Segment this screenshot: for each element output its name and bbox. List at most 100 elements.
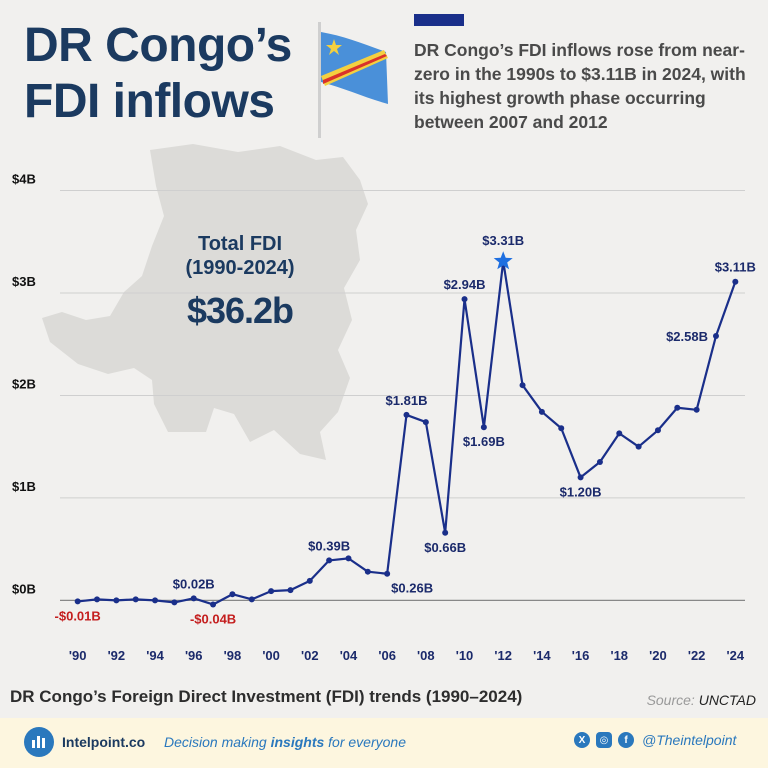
data-point [268, 588, 275, 595]
data-point [538, 408, 545, 415]
social-links: X ◎ f @Theintelpoint [574, 732, 736, 748]
data-point [152, 597, 159, 604]
data-point [171, 599, 178, 606]
x-tick-label: '24 [727, 648, 745, 663]
instagram-icon[interactable]: ◎ [596, 732, 612, 748]
x-tick-label: '00 [262, 648, 280, 663]
total-fdi-panel: Total FDI (1990-2024) $36.2b [160, 232, 320, 332]
fdi-line-chart: $0B $1B $2B $3B $4B '90 '92 '94 '96 '98 '00 '02 '04 '… [12, 171, 756, 663]
data-point [210, 601, 217, 608]
data-point [345, 555, 352, 562]
data-label: $1.69B [463, 434, 505, 449]
data-point [558, 425, 565, 432]
x-tick-label: '02 [301, 648, 319, 663]
y-tick-label: $2B [12, 376, 36, 391]
subtitle: DR Congo’s FDI inflows rose from near-ze… [414, 40, 746, 132]
data-point [306, 577, 313, 584]
data-point [248, 596, 255, 603]
accent-bar [414, 14, 464, 26]
source-value: UNCTAD [698, 692, 756, 708]
data-label: $0.39B [308, 538, 350, 553]
data-label: -$0.01B [55, 608, 101, 623]
total-label-line-2: (1990-2024) [185, 257, 295, 279]
series-line [77, 260, 737, 606]
data-label: -$0.04B [190, 611, 236, 626]
x-tick-label: '96 [185, 648, 203, 663]
x-icon[interactable]: X [574, 732, 590, 748]
data-label: $2.94B [444, 277, 486, 292]
data-point [364, 568, 371, 575]
y-tick-label: $3B [12, 274, 36, 289]
data-point [132, 596, 139, 603]
x-tick-label: '10 [456, 648, 474, 663]
x-tick-label: '94 [146, 648, 164, 663]
x-tick-label: '92 [108, 648, 126, 663]
footer-bar: Intelpoint.co Decision making insights f… [0, 718, 768, 768]
data-point [422, 419, 429, 426]
tagline-pre: Decision making [164, 734, 271, 750]
data-point [403, 411, 410, 418]
source-note: Source: UNCTAD [647, 692, 756, 708]
data-label: $0.02B [173, 576, 215, 591]
data-point [519, 382, 526, 389]
data-label: $0.26B [391, 581, 433, 596]
y-tick-label: $0B [12, 581, 36, 596]
data-point [74, 598, 81, 605]
data-point [693, 406, 700, 413]
x-tick-label: '90 [69, 648, 87, 663]
total-fdi-value: $36.2b [186, 290, 294, 331]
title-line-1: DR Congo’s [24, 19, 292, 72]
social-handle[interactable]: @Theintelpoint [642, 732, 737, 748]
title-line-2: FDI inflows [24, 75, 275, 128]
data-label: $1.20B [560, 484, 602, 499]
dr-congo-flag-icon [318, 22, 388, 138]
data-point [635, 443, 642, 450]
data-point [577, 474, 584, 481]
data-label: $3.31B [482, 233, 524, 248]
x-tick-label: '22 [688, 648, 706, 663]
x-tick-label: '18 [610, 648, 628, 663]
x-tick-label: '12 [494, 648, 512, 663]
source-label: Source: [646, 692, 695, 708]
x-tick-label: '04 [340, 648, 358, 663]
data-label: $1.81B [386, 393, 428, 408]
data-point [190, 595, 197, 602]
x-tick-label: '14 [533, 648, 551, 663]
tagline: Decision making insights for everyone [164, 734, 406, 750]
data-label: $3.11B [715, 260, 756, 275]
tagline-post: for everyone [324, 734, 406, 750]
data-point [616, 430, 623, 437]
peak-star-icon [493, 251, 513, 270]
data-point [442, 529, 449, 536]
tagline-bold: insights [270, 734, 325, 750]
data-point [712, 333, 719, 340]
data-point [113, 597, 120, 604]
chart-caption: DR Congo’s Foreign Direct Investment (FD… [10, 687, 523, 706]
brand-link[interactable]: Intelpoint.co [62, 734, 146, 750]
data-point [674, 404, 681, 411]
data-label: $2.58B [666, 329, 708, 344]
page-title: DR Congo’s FDI inflows [24, 18, 292, 130]
intelpoint-logo-icon[interactable] [24, 727, 54, 757]
dr-congo-map-silhouette [42, 144, 368, 460]
data-point [461, 296, 468, 303]
data-label: $0.66B [424, 540, 466, 555]
x-tick-label: '08 [417, 648, 435, 663]
data-point [654, 427, 661, 434]
data-point [326, 557, 333, 564]
x-tick-label: '98 [224, 648, 242, 663]
data-point [732, 278, 739, 285]
data-point [287, 587, 294, 594]
x-tick-label: '16 [572, 648, 590, 663]
facebook-icon[interactable]: f [618, 732, 634, 748]
y-tick-label: $4B [12, 171, 36, 186]
data-point [480, 424, 487, 431]
data-point [596, 459, 603, 466]
total-fdi-label: Total FDI (1990-2024) [160, 232, 320, 280]
data-point [384, 570, 391, 577]
data-point [229, 591, 236, 598]
x-tick-label: '20 [649, 648, 667, 663]
x-tick-label: '06 [378, 648, 396, 663]
y-tick-label: $1B [12, 479, 36, 494]
data-point [94, 596, 101, 603]
